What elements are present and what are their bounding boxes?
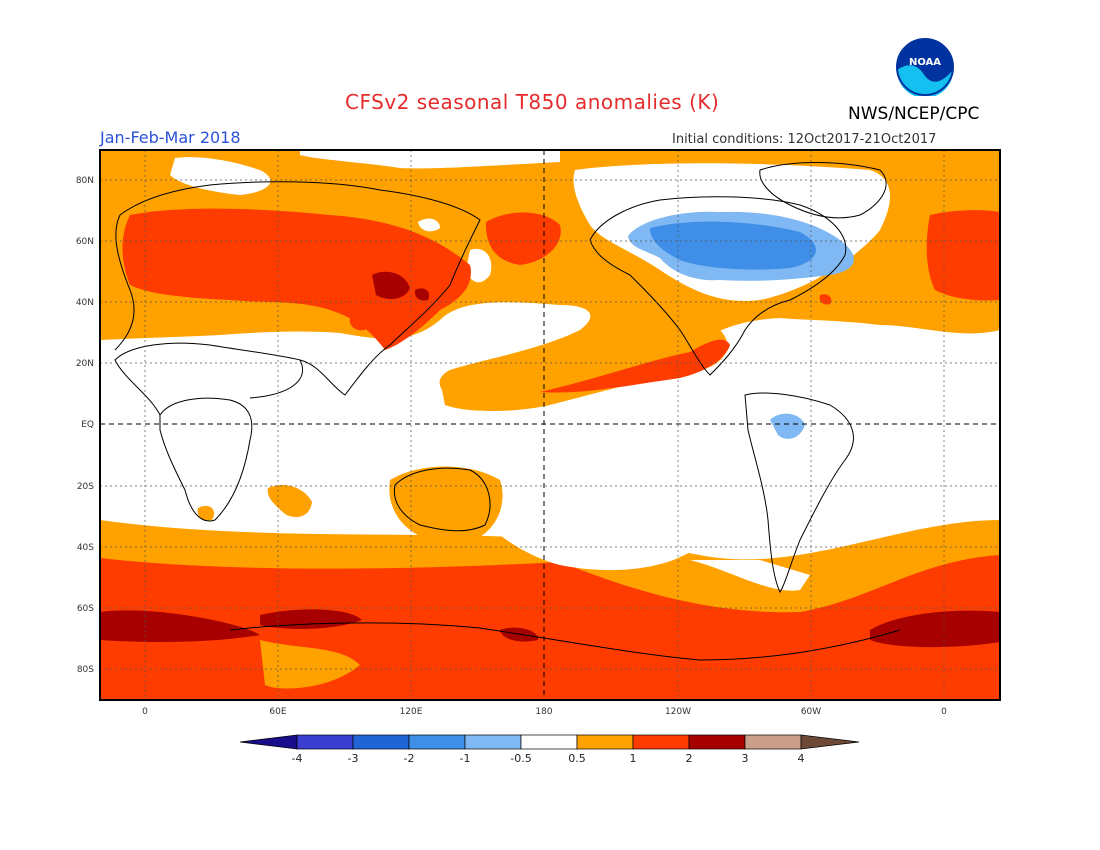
- colorbar-arrow-high: [800, 734, 860, 750]
- lat-label: 40S: [77, 543, 94, 553]
- colorbar-swatch: [688, 734, 746, 750]
- forecast-period: Jan-Feb-Mar 2018: [100, 128, 241, 147]
- lat-label: 80S: [77, 665, 94, 675]
- lon-label: 120E: [400, 707, 423, 717]
- colorbar-label: 3: [742, 752, 749, 765]
- lon-label: 60W: [801, 707, 821, 717]
- map-title: CFSv2 seasonal T850 anomalies (K): [345, 90, 720, 114]
- agency-label: NWS/NCEP/CPC: [848, 104, 980, 124]
- colorbar-label: -4: [292, 752, 303, 765]
- lon-label: 0: [142, 707, 148, 717]
- colorbar-label: -0.5: [510, 752, 531, 765]
- coastlines: [114, 162, 901, 661]
- lon-label: 60E: [269, 707, 286, 717]
- lat-label: EQ: [81, 420, 94, 430]
- colorbar-label: -1: [460, 752, 471, 765]
- latitude-labels: 80N 60N 40N 20N EQ 20S 40S 60S 80S: [76, 176, 94, 675]
- lon-label: 0: [941, 707, 947, 717]
- colorbar-label: 4: [798, 752, 805, 765]
- lat-label: 80N: [76, 176, 94, 186]
- colorbar-swatch: [464, 734, 522, 750]
- colorbar-label: 2: [686, 752, 693, 765]
- colorbar-label: 1: [630, 752, 637, 765]
- lat-label: 20S: [77, 482, 94, 492]
- lat-label: 20N: [76, 359, 94, 369]
- colorbar-swatch: [296, 734, 354, 750]
- colorbar-swatch: [632, 734, 690, 750]
- noaa-logo: NOAA: [896, 38, 954, 96]
- longitude-labels: 0 60E 120E 180 120W 60W 0: [142, 707, 947, 717]
- colorbar-swatch: [576, 734, 634, 750]
- lat-label: 60S: [77, 604, 94, 614]
- colorbar-swatch: [520, 734, 578, 750]
- logo-text: NOAA: [909, 57, 941, 68]
- lat-label: 60N: [76, 237, 94, 247]
- colorbar-label: 0.5: [568, 752, 586, 765]
- lon-label: 180: [535, 707, 552, 717]
- lat-label: 40N: [76, 298, 94, 308]
- initial-conditions: Initial conditions: 12Oct2017-21Oct2017: [672, 132, 937, 147]
- graticule: [100, 150, 1000, 700]
- colorbar-swatch: [352, 734, 410, 750]
- lon-label: 120W: [665, 707, 691, 717]
- colorbar-label: -2: [404, 752, 415, 765]
- map-frame: [99, 149, 1001, 701]
- colorbar-swatch: [408, 734, 466, 750]
- colorbar-label: -3: [348, 752, 359, 765]
- colorbar: -4 -3 -2 -1 -0.5 0.5 1 2 3 4: [239, 734, 860, 765]
- colorbar-arrow-low: [239, 734, 298, 750]
- anomaly-field: [100, 150, 1000, 700]
- colorbar-swatch: [744, 734, 802, 750]
